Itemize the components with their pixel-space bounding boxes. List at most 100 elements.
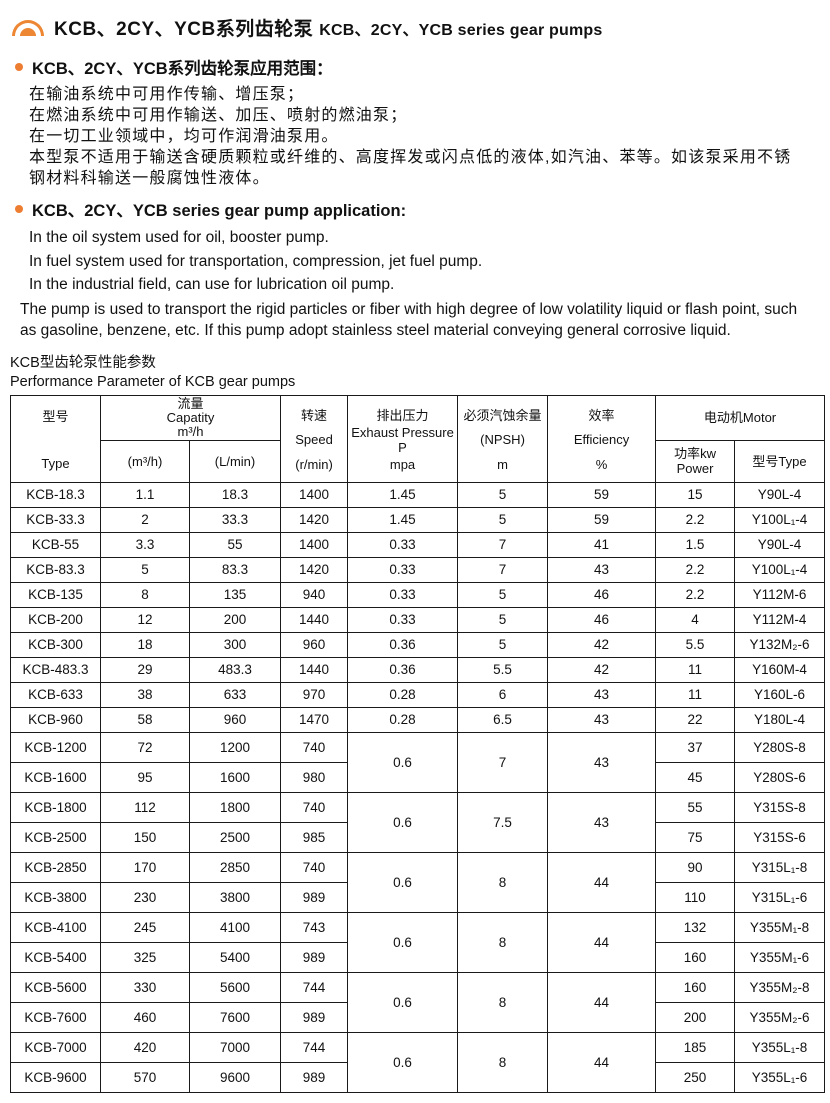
table-cell: Y315L₁-6: [734, 881, 826, 913]
table-cell: 6.5: [457, 706, 549, 733]
table-cell: 740: [280, 851, 349, 883]
table-cell: Y315L₁-8: [734, 851, 826, 883]
table-cell: 0.33: [347, 581, 459, 608]
page-title-en: KCB、2CY、YCB series gear pumps: [319, 21, 603, 39]
table-cell: 300: [188, 631, 282, 658]
table-cell: KCB-1800: [10, 791, 101, 823]
table-row: KCB-4100 245 4100 743 0.6 8 44 132 Y355M₁-8: [10, 911, 826, 973]
table-cell: Y90L-4: [734, 481, 826, 508]
table-row: KCB-960 58 960 1470 0.28 6.5 43 22 Y180L-4: [10, 706, 826, 733]
col-header-pressure: 排出压力 Exhaust Pressure P mpa: [347, 394, 459, 483]
table-cell: 245: [100, 911, 190, 943]
table-cell: 6: [457, 681, 549, 708]
table-cell: KCB-1600: [10, 761, 101, 793]
table-cell: 15: [655, 481, 736, 508]
en-line: In the oil system used for oil, booster …: [29, 229, 329, 246]
zh-line: 在输油系统中可用作传输、增压泵；: [29, 86, 305, 103]
table-cell: KCB-2850: [10, 851, 101, 883]
table-row: KCB-1800 112 1800 740 0.6 7.5 43 55 Y315S-8: [10, 791, 826, 853]
table-cell: Y355M₂-8: [734, 971, 826, 1003]
table-cell: 55: [188, 531, 282, 558]
table-cell: 83.3: [188, 556, 282, 583]
application-zh-lines: 在输油系统中可用作传输、增压泵； 在燃油系统中可用作输送、加压、喷射的燃油泵； …: [29, 84, 822, 189]
table-cell: KCB-135: [10, 581, 101, 608]
table-cell: Y355M₁-6: [734, 941, 826, 973]
table-cell: Y112M-4: [734, 606, 826, 633]
table-cell: 1.45: [347, 481, 459, 508]
table-title-en: Performance Parameter of KCB gear pumps: [10, 373, 296, 390]
table-cell: 420: [100, 1031, 190, 1063]
table-cell: 132: [655, 911, 736, 943]
table-cell: 1.1: [100, 481, 190, 508]
table-cell: 325: [100, 941, 190, 973]
table-cell: Y355L₁-8: [734, 1031, 826, 1063]
table-cell: 5: [100, 556, 190, 583]
table-cell: 7000: [188, 1031, 282, 1063]
table-row: KCB-18.3 1.1 18.3 1400 1.45 5 59 15 Y90L-4: [10, 481, 826, 508]
en-line: In fuel system used for transportation, …: [29, 252, 483, 270]
table-cell: 185: [655, 1031, 736, 1063]
table-cell: Y90L-4: [734, 531, 826, 558]
table-cell: 46: [547, 606, 657, 633]
section-heading-zh-text: KCB、2CY、YCB系列齿轮泵应用范围：: [32, 60, 333, 78]
table-cell: 1800: [188, 791, 282, 823]
col-header-npsh-zh: 必须汽蚀余量: [463, 407, 542, 423]
col-header-npsh: 必须汽蚀余量 (NPSH) m: [457, 394, 549, 483]
table-cell: 5: [457, 606, 549, 633]
table-cell: 44: [547, 1031, 657, 1093]
table-cell: 483.3: [188, 656, 282, 683]
table-cell: Y280S-6: [734, 761, 826, 793]
table-cell: KCB-18.3: [10, 481, 101, 508]
table-cell: 5: [457, 631, 549, 658]
table-cell: 8: [457, 971, 549, 1033]
col-header-efficiency-unit: %: [595, 456, 608, 472]
table-cell: 744: [280, 1031, 349, 1063]
table-cell: 230: [100, 881, 190, 913]
col-header-capacity-zh: 流量: [177, 396, 204, 411]
table-cell: KCB-5400: [10, 941, 101, 973]
table-cell: 2500: [188, 821, 282, 853]
table-cell: 29: [100, 656, 190, 683]
table-row: KCB-7000 420 7000 744 0.6 8 44 185 Y355L₁-8: [10, 1031, 826, 1093]
table-cell: 12: [100, 606, 190, 633]
table-row: KCB-1600 95 1600 980 45 Y280S-6: [10, 761, 826, 793]
table-cell: KCB-83.3: [10, 556, 101, 583]
table-cell: 0.6: [347, 791, 459, 853]
table-cell: 11: [655, 681, 736, 708]
table-cell: 7: [457, 731, 549, 793]
table-cell: 8: [100, 581, 190, 608]
table-cell: 9600: [188, 1061, 282, 1093]
table-cell: KCB-483.3: [10, 656, 101, 683]
bullet-icon: [15, 205, 23, 213]
table-cell: 5600: [188, 971, 282, 1003]
table-cell: 75: [655, 821, 736, 853]
table-cell: 7600: [188, 1001, 282, 1033]
table-cell: 985: [280, 821, 349, 853]
table-cell: Y160M-4: [734, 656, 826, 683]
table-cell: 72: [100, 731, 190, 763]
col-header-efficiency: 效率 Efficiency %: [547, 394, 657, 483]
table-cell: 989: [280, 941, 349, 973]
table-cell: 7.5: [457, 791, 549, 853]
table-cell: 1600: [188, 761, 282, 793]
table-row: KCB-633 38 633 970 0.28 6 43 11 Y160L-6: [10, 681, 826, 708]
col-header-efficiency-en: Efficiency: [573, 432, 630, 447]
table-cell: 200: [188, 606, 282, 633]
table-cell: 43: [547, 556, 657, 583]
table-cell: 37: [655, 731, 736, 763]
table-cell: KCB-200: [10, 606, 101, 633]
table-cell: KCB-7600: [10, 1001, 101, 1033]
table-cell: 59: [547, 506, 657, 533]
table-cell: 5.5: [655, 631, 736, 658]
table-cell: 633: [188, 681, 282, 708]
table-cell: 200: [655, 1001, 736, 1033]
col-subheader-m3h: (m³/h): [100, 439, 190, 483]
table-cell: KCB-300: [10, 631, 101, 658]
table-cell: Y315S-8: [734, 791, 826, 823]
table-row: KCB-7600 460 7600 989 200 Y355M₂-6: [10, 1001, 826, 1033]
table-cell: 90: [655, 851, 736, 883]
table-cell: KCB-4100: [10, 911, 101, 943]
table-cell: 4100: [188, 911, 282, 943]
col-header-type: 型号 Type: [10, 394, 101, 483]
table-cell: 95: [100, 761, 190, 793]
